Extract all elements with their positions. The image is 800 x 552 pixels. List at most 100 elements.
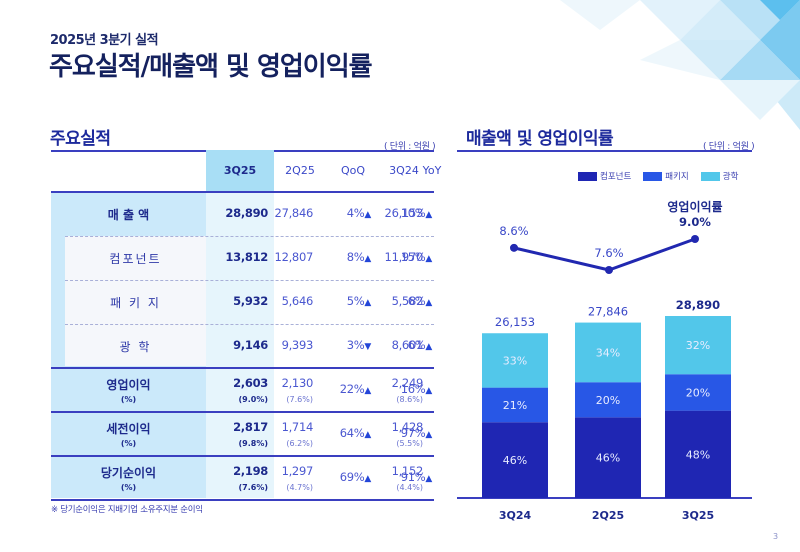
bar-segment-component: [575, 417, 641, 498]
margin-label: 7.6%: [594, 246, 623, 260]
margin-3q24: (4.4%): [396, 483, 423, 492]
value-3q25: 28,890: [225, 206, 268, 220]
legend-item-package: 패키지: [643, 170, 689, 182]
qoq-direction-icon: ▼: [364, 342, 371, 352]
margin-point: [605, 266, 613, 274]
qoq-value: 4%: [346, 206, 365, 220]
qoq-change: 8%▲: [281, 250, 372, 264]
margin-series-name: 영업이익률: [667, 199, 722, 214]
row-label: 영업이익: [106, 378, 151, 392]
row-label: 컴포넌트: [109, 252, 162, 266]
column-header: QoQ: [340, 164, 366, 177]
qoq-value: 3%: [346, 338, 365, 352]
legend-swatch-package: [643, 171, 663, 181]
margin-2q25: (7.6%): [286, 395, 313, 404]
bar-total-label: 26,153: [495, 315, 535, 329]
legend-label: 광학: [722, 172, 739, 182]
value-3q24: 11,970: [384, 250, 424, 264]
row-separator-dashed: [65, 280, 434, 281]
margin-3q25: (7.6%): [238, 483, 269, 492]
margin-3q24: (5.5%): [396, 439, 423, 448]
value-2q25: 1,714: [281, 420, 314, 434]
yoy-change: 10%▲: [351, 206, 433, 220]
table-section-title: 주요실적: [50, 129, 111, 149]
yoy-change: 16%▲: [351, 382, 433, 396]
value-3q24: 5,582: [391, 294, 424, 308]
yoy-change: 91%▲: [351, 470, 433, 484]
yoy-value: 6%: [407, 294, 426, 308]
qoq-direction-icon: ▲: [364, 430, 371, 440]
table-row: 영업이익 (%) 2,603 (9.0%) 2,130 (7.6%) 22%▲ 2,249 (8…: [51, 368, 434, 412]
row-label-pct: (%): [120, 439, 137, 448]
table-unit-label: ( 단위 : 억원 ): [384, 142, 436, 152]
margin-3q25: (9.8%): [238, 439, 269, 448]
x-tick-label: 3Q24: [499, 509, 532, 522]
segment-label: 46%: [596, 452, 620, 465]
segment-label: 48%: [686, 448, 710, 461]
bar-segment-package: [482, 387, 548, 423]
margin-2q25: (6.2%): [286, 439, 313, 448]
qoq-change: 22%▲: [281, 382, 372, 396]
yoy-direction-icon: ▲: [425, 474, 432, 484]
qoq-value: 8%: [346, 250, 365, 264]
row-separator: [51, 367, 434, 369]
bar-segment-package: [575, 382, 641, 418]
yoy-change: 97%▲: [351, 426, 433, 440]
qoq-change: 5%▲: [281, 294, 372, 308]
bar-segment-component: [665, 410, 731, 498]
row-label: 세전이익: [106, 422, 151, 436]
segment-label: 46%: [503, 454, 527, 467]
row-label-pct: (%): [120, 483, 137, 492]
x-tick-label: 3Q25: [682, 509, 714, 522]
table-row: 광 학 9,146 9,393 3%▼ 8,601 6%▲: [51, 324, 434, 368]
value-3q25: 2,198: [233, 464, 268, 478]
value-2q25: 5,646: [281, 294, 314, 308]
column-header: 3Q24: [389, 164, 419, 177]
table-row: 매 출 액 28,890 27,846 4%▲ 26,153 10%▲: [51, 192, 434, 236]
segment-label: 21%: [503, 399, 527, 412]
value-3q25: 2,603: [233, 376, 268, 390]
qoq-change: 69%▲: [281, 470, 372, 484]
yoy-change: 6%▲: [351, 338, 433, 352]
qoq-change: 3%▼: [281, 338, 372, 352]
margin-point: [510, 243, 518, 252]
row-label: 당기순이익: [100, 466, 157, 480]
legend-label: 컴포넌트: [600, 172, 632, 182]
chart-legend: 컴포넌트 패키지 광학: [578, 170, 738, 182]
margin-point: [691, 235, 699, 243]
yoy-value: 91%: [400, 470, 426, 484]
value-3q25: 13,812: [225, 250, 268, 264]
table-row: 컴포넌트 13,812 12,807 8%▲ 11,970 15%▲: [51, 236, 434, 280]
value-3q24: 1,428: [391, 420, 424, 434]
value-3q24: 26,153: [384, 206, 424, 220]
table-row: 당기순이익 (%) 2,198 (7.6%) 1,297 (4.7%) 69%▲ 1,152(…: [51, 456, 434, 500]
bar-segment-component: [482, 422, 548, 498]
table-row: 패 키 지 5,932 5,646 5%▲ 5,582 6%▲: [51, 280, 434, 324]
segment-label: 33%: [503, 354, 527, 367]
value-3q24: 1,152: [391, 464, 424, 478]
row-separator-dashed: [65, 236, 434, 237]
highlight-column-bg: [206, 192, 274, 498]
row-separator: [51, 411, 434, 413]
x-tick-label: 2Q25: [592, 509, 624, 522]
qoq-value: 22%: [339, 382, 365, 396]
legend-label: 패키지: [665, 172, 689, 182]
row-separator: [51, 499, 434, 501]
table-row: 세전이익 (%) 2,817 (9.8%) 1,714 (6.2%) 64%▲ 1,428 (5…: [51, 412, 434, 456]
yoy-direction-icon: ▲: [425, 210, 432, 220]
chart-unit-label: ( 단위 : 억원 ): [703, 142, 755, 152]
margin-3q25: (9.0%): [238, 395, 269, 404]
qoq-change: 64%▲: [281, 426, 372, 440]
row-label: 패 키 지: [110, 296, 161, 310]
page-title: 주요실적/매출액 및 영업이익률: [49, 52, 373, 82]
page-number: 3: [773, 532, 779, 541]
bar-segment-optics: [665, 316, 731, 375]
row-label: 매 출 액: [107, 208, 150, 222]
table-header-row: 3Q25 2Q25 QoQ 3Q24 YoY: [51, 150, 442, 192]
column-header: 2Q25: [285, 164, 315, 177]
value-2q25: 1,297: [281, 464, 314, 478]
yoy-value: 10%: [400, 206, 426, 220]
legend-swatch-optics: [700, 171, 720, 181]
qoq-value: 69%: [339, 470, 365, 484]
yoy-value: 15%: [400, 250, 426, 264]
